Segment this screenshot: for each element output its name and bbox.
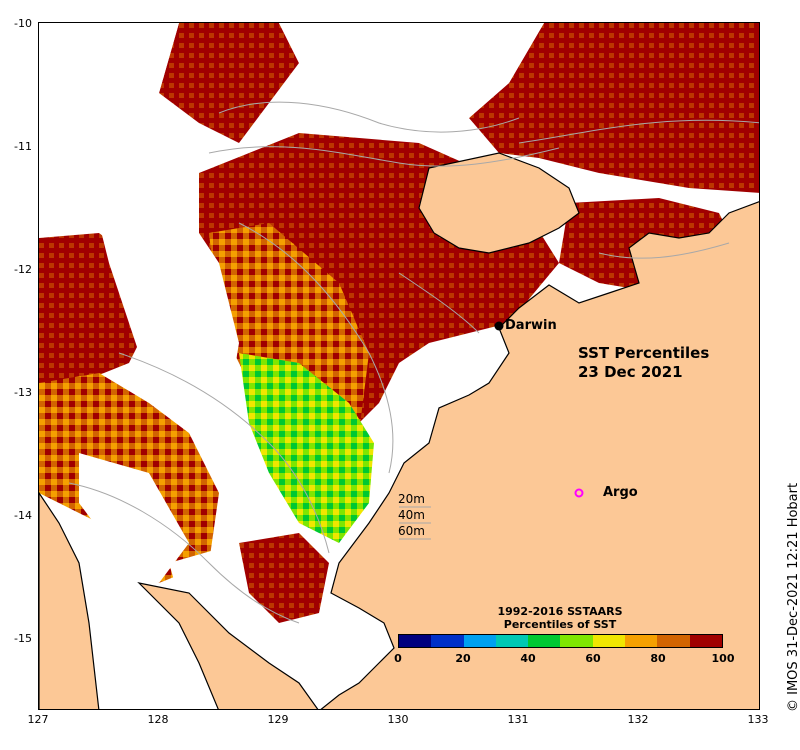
y-tick-label: -10 — [14, 17, 32, 30]
colorbar-segment — [560, 635, 593, 647]
colorbar-segment — [463, 635, 496, 647]
y-tick-label: -15 — [14, 632, 32, 645]
depth-legend: 20m 40m 60m — [398, 491, 425, 539]
colorbar-segment — [592, 635, 626, 647]
colorbar-tick: 80 — [650, 652, 666, 665]
colorbar-segment — [625, 635, 658, 647]
land-mass — [39, 152, 759, 709]
depth-legend-item: 60m — [398, 524, 425, 538]
depth-legend-item: 20m — [398, 492, 425, 506]
x-tick-label: 130 — [387, 713, 409, 726]
land-southwest-coast — [137, 582, 319, 709]
colorbar-tick: 0 — [394, 652, 402, 665]
map-panel — [38, 22, 760, 710]
x-tick-label: 128 — [147, 713, 169, 726]
colorbar-segment — [399, 635, 432, 647]
map-title: SST Percentiles 23 Dec 2021 — [578, 344, 709, 382]
depth-legend-lines — [399, 506, 431, 540]
percentile-colorbar — [398, 634, 723, 648]
land-tiwi-islands — [418, 152, 580, 254]
x-tick-label: 127 — [27, 713, 49, 726]
credit-text: © IMOS 31-Dec-2021 12:21 Hobart — [786, 482, 800, 712]
colorbar-segment — [495, 635, 529, 647]
y-tick-label: -12 — [14, 263, 32, 276]
colorbar-title-line: 1992-2016 SSTAARS — [497, 605, 623, 618]
colorbar-tick: 20 — [455, 652, 471, 665]
colorbar-title: 1992-2016 SSTAARS Percentiles of SST — [440, 605, 680, 631]
darwin-label: Darwin — [505, 318, 557, 333]
colorbar-tick: 100 — [711, 652, 735, 665]
colorbar-segment — [657, 635, 690, 647]
colorbar-segment — [431, 635, 464, 647]
map-date: 23 Dec 2021 — [578, 363, 683, 381]
argo-float-marker — [574, 488, 584, 498]
y-tick-label: -14 — [14, 509, 32, 522]
argo-label: Argo — [603, 485, 638, 500]
sst-region-northeast — [469, 23, 759, 193]
map-canvas — [39, 23, 759, 709]
y-tick-label: -13 — [14, 386, 32, 399]
y-tick-label: -11 — [14, 140, 32, 153]
x-tick-label: 129 — [267, 713, 289, 726]
land-far-southwest — [39, 491, 100, 709]
x-tick-label: 131 — [507, 713, 529, 726]
x-tick-label: 133 — [747, 713, 769, 726]
x-tick-label: 132 — [627, 713, 649, 726]
darwin-marker — [494, 321, 504, 331]
map-title-line: SST Percentiles — [578, 344, 710, 362]
colorbar-segment — [689, 635, 722, 647]
colorbar-tick: 60 — [585, 652, 601, 665]
sst-region-green-band — [239, 353, 374, 543]
depth-legend-item: 40m — [398, 508, 425, 522]
sst-region-northwest — [159, 23, 299, 143]
colorbar-subtitle: Percentiles of SST — [503, 618, 617, 631]
sst-region-south-coast — [239, 533, 329, 623]
depth-contours — [68, 101, 759, 624]
colorbar-tick: 40 — [520, 652, 536, 665]
no-data-areas — [39, 23, 544, 643]
colorbar-segment — [528, 635, 561, 647]
land-northern-territory — [320, 201, 759, 709]
